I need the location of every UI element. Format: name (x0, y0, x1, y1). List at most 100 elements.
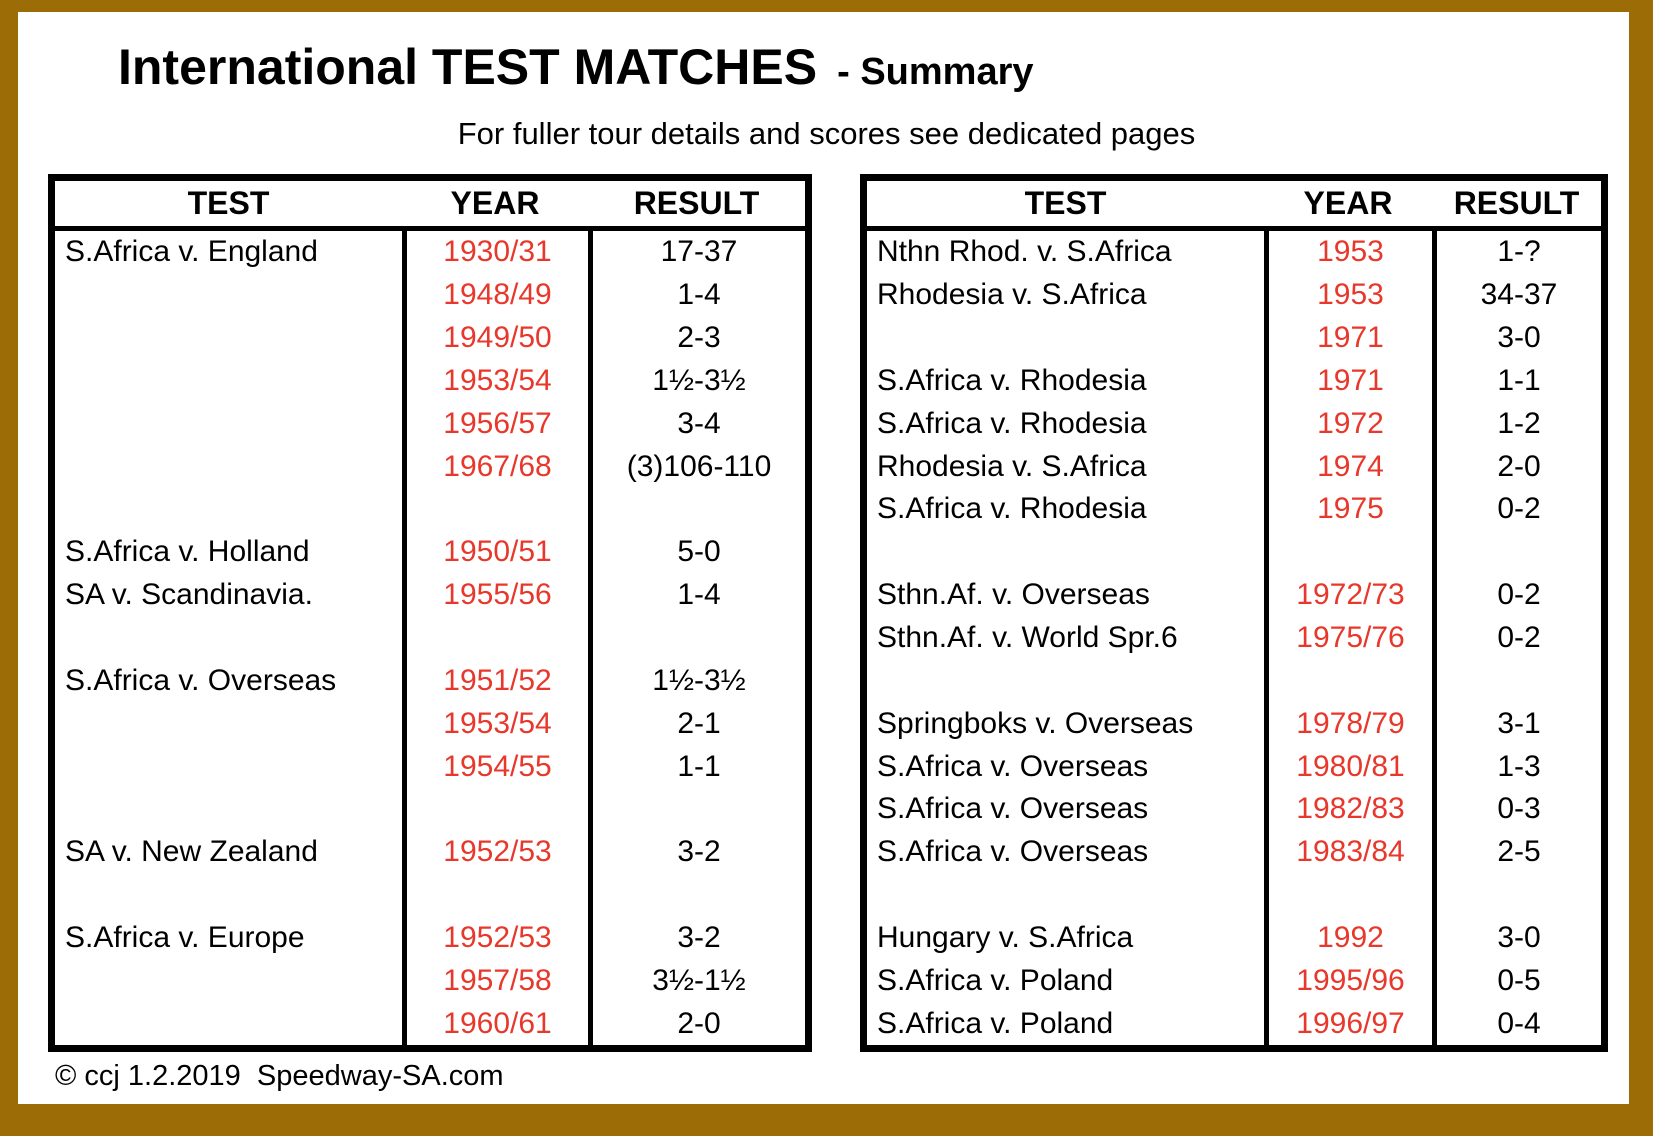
table-row: 1954/55 1-1 (55, 745, 805, 788)
year-cell (402, 488, 588, 531)
result-cell: 3-2 (588, 830, 805, 874)
year-cell: 1971 (1264, 316, 1432, 360)
table-row (867, 873, 1601, 917)
result-cell (588, 488, 805, 531)
table-row (55, 873, 805, 917)
table-row: S.Africa v. Overseas 1983/84 2-5 (867, 830, 1601, 874)
table-row: S.Africa v. Overseas 1980/81 1-3 (867, 745, 1601, 788)
result-cell: 1-1 (588, 745, 805, 788)
table-row: S.Africa v. Poland 1996/97 0-4 (867, 1002, 1601, 1046)
year-cell: 1975 (1264, 488, 1432, 531)
test-cell: Hungary v. S.Africa (877, 920, 1134, 954)
year-cell: 1952/53 (402, 830, 588, 874)
result-cell: 0-3 (1432, 787, 1601, 831)
result-cell: 0-5 (1432, 959, 1601, 1003)
year-cell: 1975/76 (1264, 616, 1432, 660)
test-cell: Rhodesia v. S.Africa (877, 449, 1147, 483)
table-row: Rhodesia v. S.Africa 1974 2-0 (867, 445, 1601, 489)
result-cell: 0-2 (1432, 573, 1601, 617)
test-cell: Sthn.Af. v. World Spr.6 (877, 621, 1178, 655)
result-cell (588, 787, 805, 831)
table-row: 1953/54 1½-3½ (55, 359, 805, 403)
year-cell: 1954/55 (402, 745, 588, 788)
result-cell (588, 873, 805, 917)
year-cell: 1967/68 (402, 445, 588, 489)
year-cell: 1960/61 (402, 1002, 588, 1046)
result-cell: 1-2 (1432, 402, 1601, 446)
result-cell: 3½-1½ (588, 959, 805, 1003)
table-body: S.Africa v. England 1930/31 17-37 1948/49 1-… (55, 231, 805, 1046)
test-cell: S.Africa v. Poland (877, 963, 1114, 997)
test-cell (55, 1002, 402, 1045)
result-cell: (3)106-110 (588, 445, 805, 489)
table-row: S.Africa v. Rhodesia 1971 1-1 (867, 359, 1601, 403)
table-row: SA v. Scandinavia. 1955/56 1-4 (55, 573, 805, 617)
result-cell: 5-0 (588, 530, 805, 574)
test-cell (867, 659, 1264, 702)
table-row: 1971 3-0 (867, 316, 1601, 360)
year-cell: 1948/49 (402, 273, 588, 317)
test-cell: S.Africa v. Overseas (877, 792, 1149, 826)
test-cell (867, 317, 1264, 360)
result-cell: 2-1 (588, 702, 805, 746)
table-row: 1956/57 3-4 (55, 402, 805, 446)
result-cell: 34-37 (1432, 273, 1601, 317)
year-cell (1264, 530, 1432, 574)
test-cell: S.Africa v. Overseas (877, 835, 1149, 869)
column-header-test: TEST (187, 185, 270, 221)
test-cell: S.Africa v. Holland (65, 535, 310, 569)
result-cell: 17-37 (588, 231, 805, 274)
year-cell: 1995/96 (1264, 959, 1432, 1003)
result-cell (1432, 873, 1601, 917)
page-subtitle: For fuller tour details and scores see d… (457, 116, 1196, 151)
test-cell: Nthn Rhod. v. S.Africa (877, 235, 1172, 269)
year-cell: 1953 (1264, 273, 1432, 317)
year-cell: 1949/50 (402, 316, 588, 360)
result-cell: 1-4 (588, 573, 805, 617)
table-row: Springboks v. Overseas 1978/79 3-1 (867, 702, 1601, 746)
year-cell (402, 873, 588, 917)
table-header-row: TEST YEAR RESULT (55, 181, 805, 231)
result-cell: 3-4 (588, 402, 805, 446)
page-title-suffix: - Summary (837, 51, 1034, 93)
test-cell: S.Africa v. Rhodesia (877, 492, 1147, 526)
result-cell: 3-0 (1432, 916, 1601, 960)
test-cell (55, 702, 402, 745)
result-cell: 1½-3½ (588, 659, 805, 703)
test-cell: S.Africa v. Poland (877, 1006, 1114, 1040)
year-cell (402, 616, 588, 660)
result-cell: 1-3 (1432, 745, 1601, 788)
test-cell: S.Africa v. Overseas (65, 663, 337, 697)
column-header-year: YEAR (1303, 185, 1393, 221)
test-cell (55, 488, 402, 531)
table-row (55, 488, 805, 531)
table-row: S.Africa v. England 1930/31 17-37 (55, 231, 805, 274)
year-cell: 1980/81 (1264, 745, 1432, 788)
page-title-main: International TEST MATCHES (118, 39, 818, 95)
page-title: International TEST MATCHES - Summary (118, 40, 1034, 95)
table-row (867, 659, 1601, 703)
result-cell: 0-2 (1432, 488, 1601, 531)
year-cell (1264, 659, 1432, 703)
year-cell: 1974 (1264, 445, 1432, 489)
result-cell: 1½-3½ (588, 359, 805, 403)
year-cell: 1955/56 (402, 573, 588, 617)
test-cell: S.Africa v. Rhodesia (877, 406, 1147, 440)
year-cell: 1983/84 (1264, 830, 1432, 874)
table-row: 1949/50 2-3 (55, 316, 805, 360)
column-header-test: TEST (1024, 185, 1107, 221)
test-cell: Sthn.Af. v. Overseas (877, 578, 1150, 612)
year-cell: 1953/54 (402, 359, 588, 403)
year-cell: 1992 (1264, 916, 1432, 960)
copyright-footer: © ccj 1.2.2019 Speedway-SA.com (55, 1060, 504, 1092)
result-cell (1432, 659, 1601, 703)
test-cell (55, 617, 402, 660)
result-cell: 0-2 (1432, 616, 1601, 660)
year-cell: 1971 (1264, 359, 1432, 403)
table-row (55, 787, 805, 831)
table-row: SA v. New Zealand 1952/53 3-2 (55, 830, 805, 874)
test-matches-table-left: TEST YEAR RESULT S.Africa v. England 1930… (48, 174, 812, 1052)
test-cell (55, 360, 402, 403)
year-cell: 1972/73 (1264, 573, 1432, 617)
